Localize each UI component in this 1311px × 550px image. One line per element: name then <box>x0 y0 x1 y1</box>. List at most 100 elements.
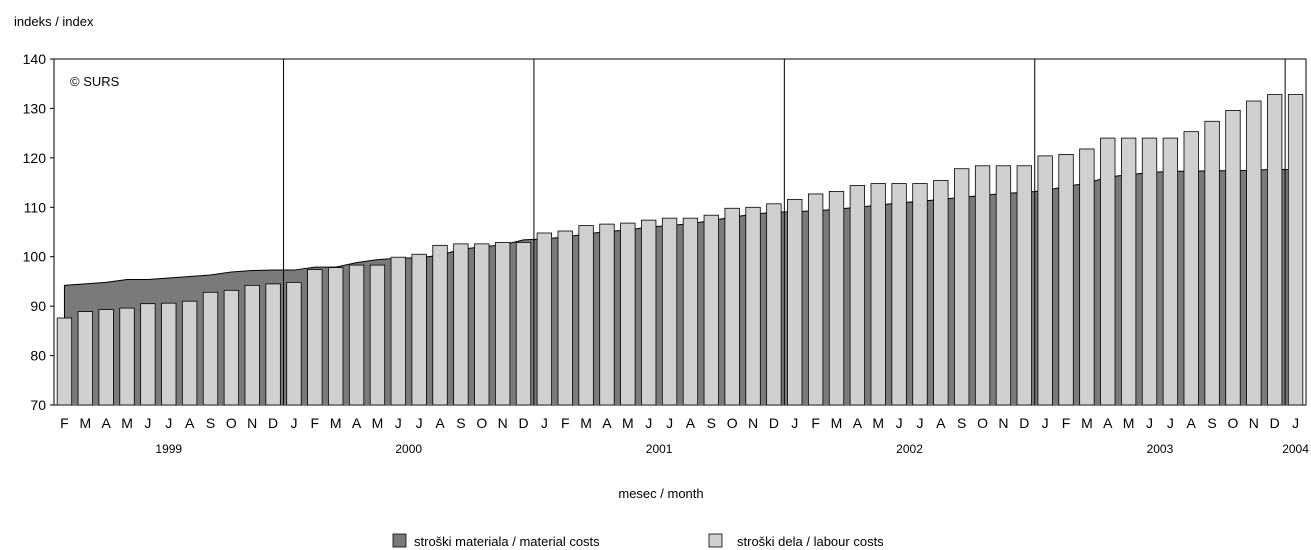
bar-labour-costs <box>557 230 573 406</box>
x-tick-label: O <box>226 415 237 431</box>
x-tick-label: M <box>622 415 634 431</box>
x-tick-label: N <box>247 415 257 431</box>
x-tick-label: S <box>1207 415 1216 431</box>
x-tick-label: A <box>853 415 863 431</box>
bar-labour-costs <box>995 165 1012 406</box>
bar-labour-costs <box>745 206 761 406</box>
copyright-label: © SURS <box>70 74 120 89</box>
x-tick-label: O <box>727 415 738 431</box>
x-tick-label: A <box>435 415 445 431</box>
x-tick-label: A <box>602 415 612 431</box>
x-tick-label: F <box>561 415 570 431</box>
bar-labour-costs <box>849 185 866 406</box>
bar-labour-costs <box>286 282 302 406</box>
bar-labour-costs <box>724 207 740 406</box>
y-tick-label: 110 <box>24 199 47 215</box>
x-tick-label: J <box>916 415 923 431</box>
year-label: 1999 <box>155 442 182 456</box>
bar-labour-costs <box>77 311 93 406</box>
x-tick-label: O <box>1228 415 1239 431</box>
legend: stroški materiala / material costs stroš… <box>392 533 884 549</box>
x-tick-label: F <box>60 415 69 431</box>
bar-labour-costs <box>787 198 803 406</box>
year-label: 2000 <box>395 442 422 456</box>
x-tick-label: M <box>1123 415 1135 431</box>
x-tick-label: S <box>957 415 966 431</box>
x-tick-label: J <box>1042 415 1049 431</box>
bar-labour-costs <box>661 217 678 406</box>
bar-labour-costs <box>202 291 219 406</box>
bar-labour-costs <box>891 183 907 406</box>
x-tick-label: J <box>1146 415 1153 431</box>
bar-labour-costs <box>933 180 949 406</box>
year-label: 2003 <box>1147 442 1174 456</box>
x-tick-label: M <box>372 415 384 431</box>
bar-labour-costs <box>244 284 260 406</box>
plot-area <box>53 58 1307 406</box>
x-tick-label: A <box>1103 415 1113 431</box>
x-tick-label: A <box>185 415 195 431</box>
x-tick-label: M <box>330 415 342 431</box>
x-tick-label: A <box>352 415 362 431</box>
bar-labour-costs <box>140 303 156 406</box>
bar-labour-costs <box>1141 137 1158 406</box>
bar-labour-costs <box>411 253 427 406</box>
bar-labour-costs <box>1058 153 1074 406</box>
x-tick-label: M <box>121 415 133 431</box>
y-tick-label: 120 <box>23 150 47 166</box>
x-tick-label: J <box>791 415 798 431</box>
bar-labour-costs <box>56 317 73 406</box>
bar-labour-costs <box>912 183 928 406</box>
bar-labour-costs <box>98 309 114 406</box>
x-tick-label: A <box>101 415 111 431</box>
bar-labour-costs <box>1287 94 1304 406</box>
x-tick-label: J <box>541 415 548 431</box>
bar-labour-costs <box>1225 110 1241 406</box>
x-tick-label: J <box>290 415 297 431</box>
bar-labour-costs <box>766 203 782 406</box>
x-tick-label: J <box>395 415 402 431</box>
x-tick-label: J <box>1167 415 1174 431</box>
bar-labour-costs <box>223 289 240 406</box>
x-tick-label: D <box>1019 415 1029 431</box>
bar-labour-costs <box>1204 120 1220 406</box>
x-tick-label: N <box>748 415 758 431</box>
x-tick-label: N <box>1249 415 1259 431</box>
bar-labour-costs <box>119 307 135 406</box>
bar-labour-costs <box>390 256 406 406</box>
bar-labour-costs <box>1079 148 1095 406</box>
bar-labour-costs <box>1183 131 1199 406</box>
bar-labour-costs <box>807 193 824 406</box>
bar-labour-costs <box>494 241 511 406</box>
x-tick-label: S <box>206 415 215 431</box>
bar-labour-costs <box>682 217 699 406</box>
bar-labour-costs <box>578 225 594 406</box>
legend-label-labour-costs: stroški dela / labour costs <box>737 534 884 549</box>
bar-labour-costs <box>954 168 970 406</box>
bar-labour-costs <box>432 244 448 406</box>
bar-labour-costs <box>599 223 615 406</box>
bar-labour-costs <box>703 214 719 406</box>
legend-swatch-material-costs <box>392 533 407 548</box>
y-tick-label: 70 <box>30 397 46 413</box>
x-tick-label: D <box>268 415 278 431</box>
bar-labour-costs <box>453 243 469 406</box>
bar-labour-costs <box>870 183 886 406</box>
y-tick-label: 80 <box>30 348 46 364</box>
x-tick-label: A <box>1187 415 1197 431</box>
x-tick-label: N <box>498 415 508 431</box>
bar-labour-costs <box>265 283 281 406</box>
x-tick-label: D <box>769 415 779 431</box>
bar-labour-costs <box>369 264 386 406</box>
bar-labour-costs <box>161 302 177 406</box>
x-tick-label: J <box>666 415 673 431</box>
year-label: 2001 <box>646 442 673 456</box>
bar-labour-costs <box>348 264 365 406</box>
x-tick-label: M <box>79 415 91 431</box>
x-tick-label: J <box>165 415 172 431</box>
x-tick-label: D <box>518 415 528 431</box>
x-tick-label: F <box>811 415 820 431</box>
x-tick-label: J <box>1292 415 1299 431</box>
bar-labour-costs <box>828 191 845 406</box>
